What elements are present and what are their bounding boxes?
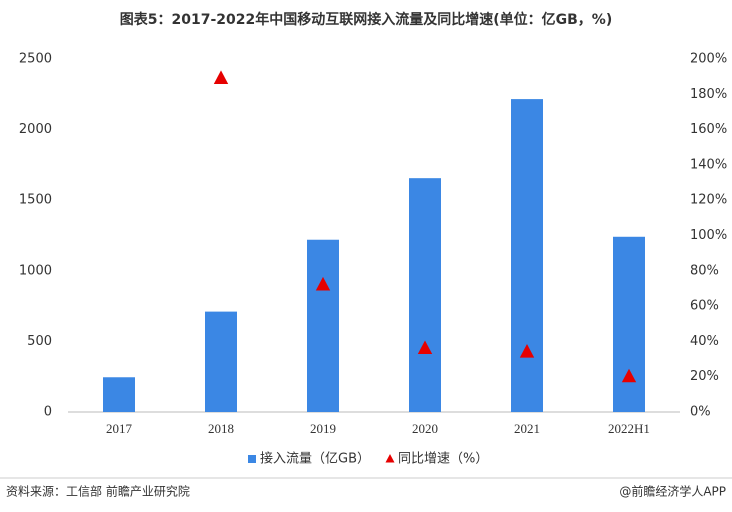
bar: [307, 239, 339, 412]
bar: [205, 311, 237, 412]
bar: [511, 99, 543, 412]
legend-label: 接入流量（亿GB）: [260, 451, 370, 467]
marker: [519, 343, 535, 358]
marker: [417, 340, 433, 355]
x-tick-label: 2022H1: [608, 421, 650, 436]
x-tick-label: 2019: [310, 421, 336, 436]
y-tick-label: 0: [44, 405, 52, 420]
y-tick-label: 500: [27, 334, 52, 349]
x-tick-label: 2018: [208, 421, 234, 436]
y-tick-label: 2000: [19, 122, 52, 137]
legend-swatch: [248, 455, 256, 463]
y2-tick-label: 60%: [690, 299, 719, 314]
legend-label: 同比增速（%）: [398, 452, 488, 467]
x-tick-label: 2017: [106, 421, 133, 436]
y2-tick-label: 160%: [690, 122, 727, 137]
marker: [621, 368, 637, 383]
bar: [613, 236, 645, 412]
bar: [409, 178, 441, 412]
x-tick-label: 2021: [514, 421, 540, 436]
marker: [213, 70, 229, 85]
y2-tick-label: 40%: [690, 334, 719, 349]
marker: [315, 276, 331, 291]
y-tick-label: 2500: [19, 52, 52, 67]
y2-tick-label: 180%: [690, 87, 727, 102]
y-tick-label: 1500: [19, 193, 52, 208]
legend-swatch: [385, 454, 395, 463]
source: 资料来源：工信部 前瞻产业研究院: [6, 484, 190, 499]
y2-tick-label: 200%: [690, 52, 727, 67]
y2-tick-label: 0%: [690, 405, 711, 420]
brand: @前瞻经济学人APP: [619, 484, 726, 499]
y2-tick-label: 140%: [690, 157, 727, 172]
chart-title: 图表5：2017-2022年中国移动互联网接入流量及同比增速(单位：亿GB，%): [120, 11, 612, 28]
y2-tick-label: 120%: [690, 193, 727, 208]
bar: [103, 377, 135, 412]
y2-tick-label: 80%: [690, 263, 719, 278]
y2-tick-label: 100%: [690, 228, 727, 243]
x-tick-label: 2020: [412, 421, 438, 436]
y2-tick-label: 20%: [690, 369, 719, 384]
y-tick-label: 1000: [19, 263, 52, 278]
